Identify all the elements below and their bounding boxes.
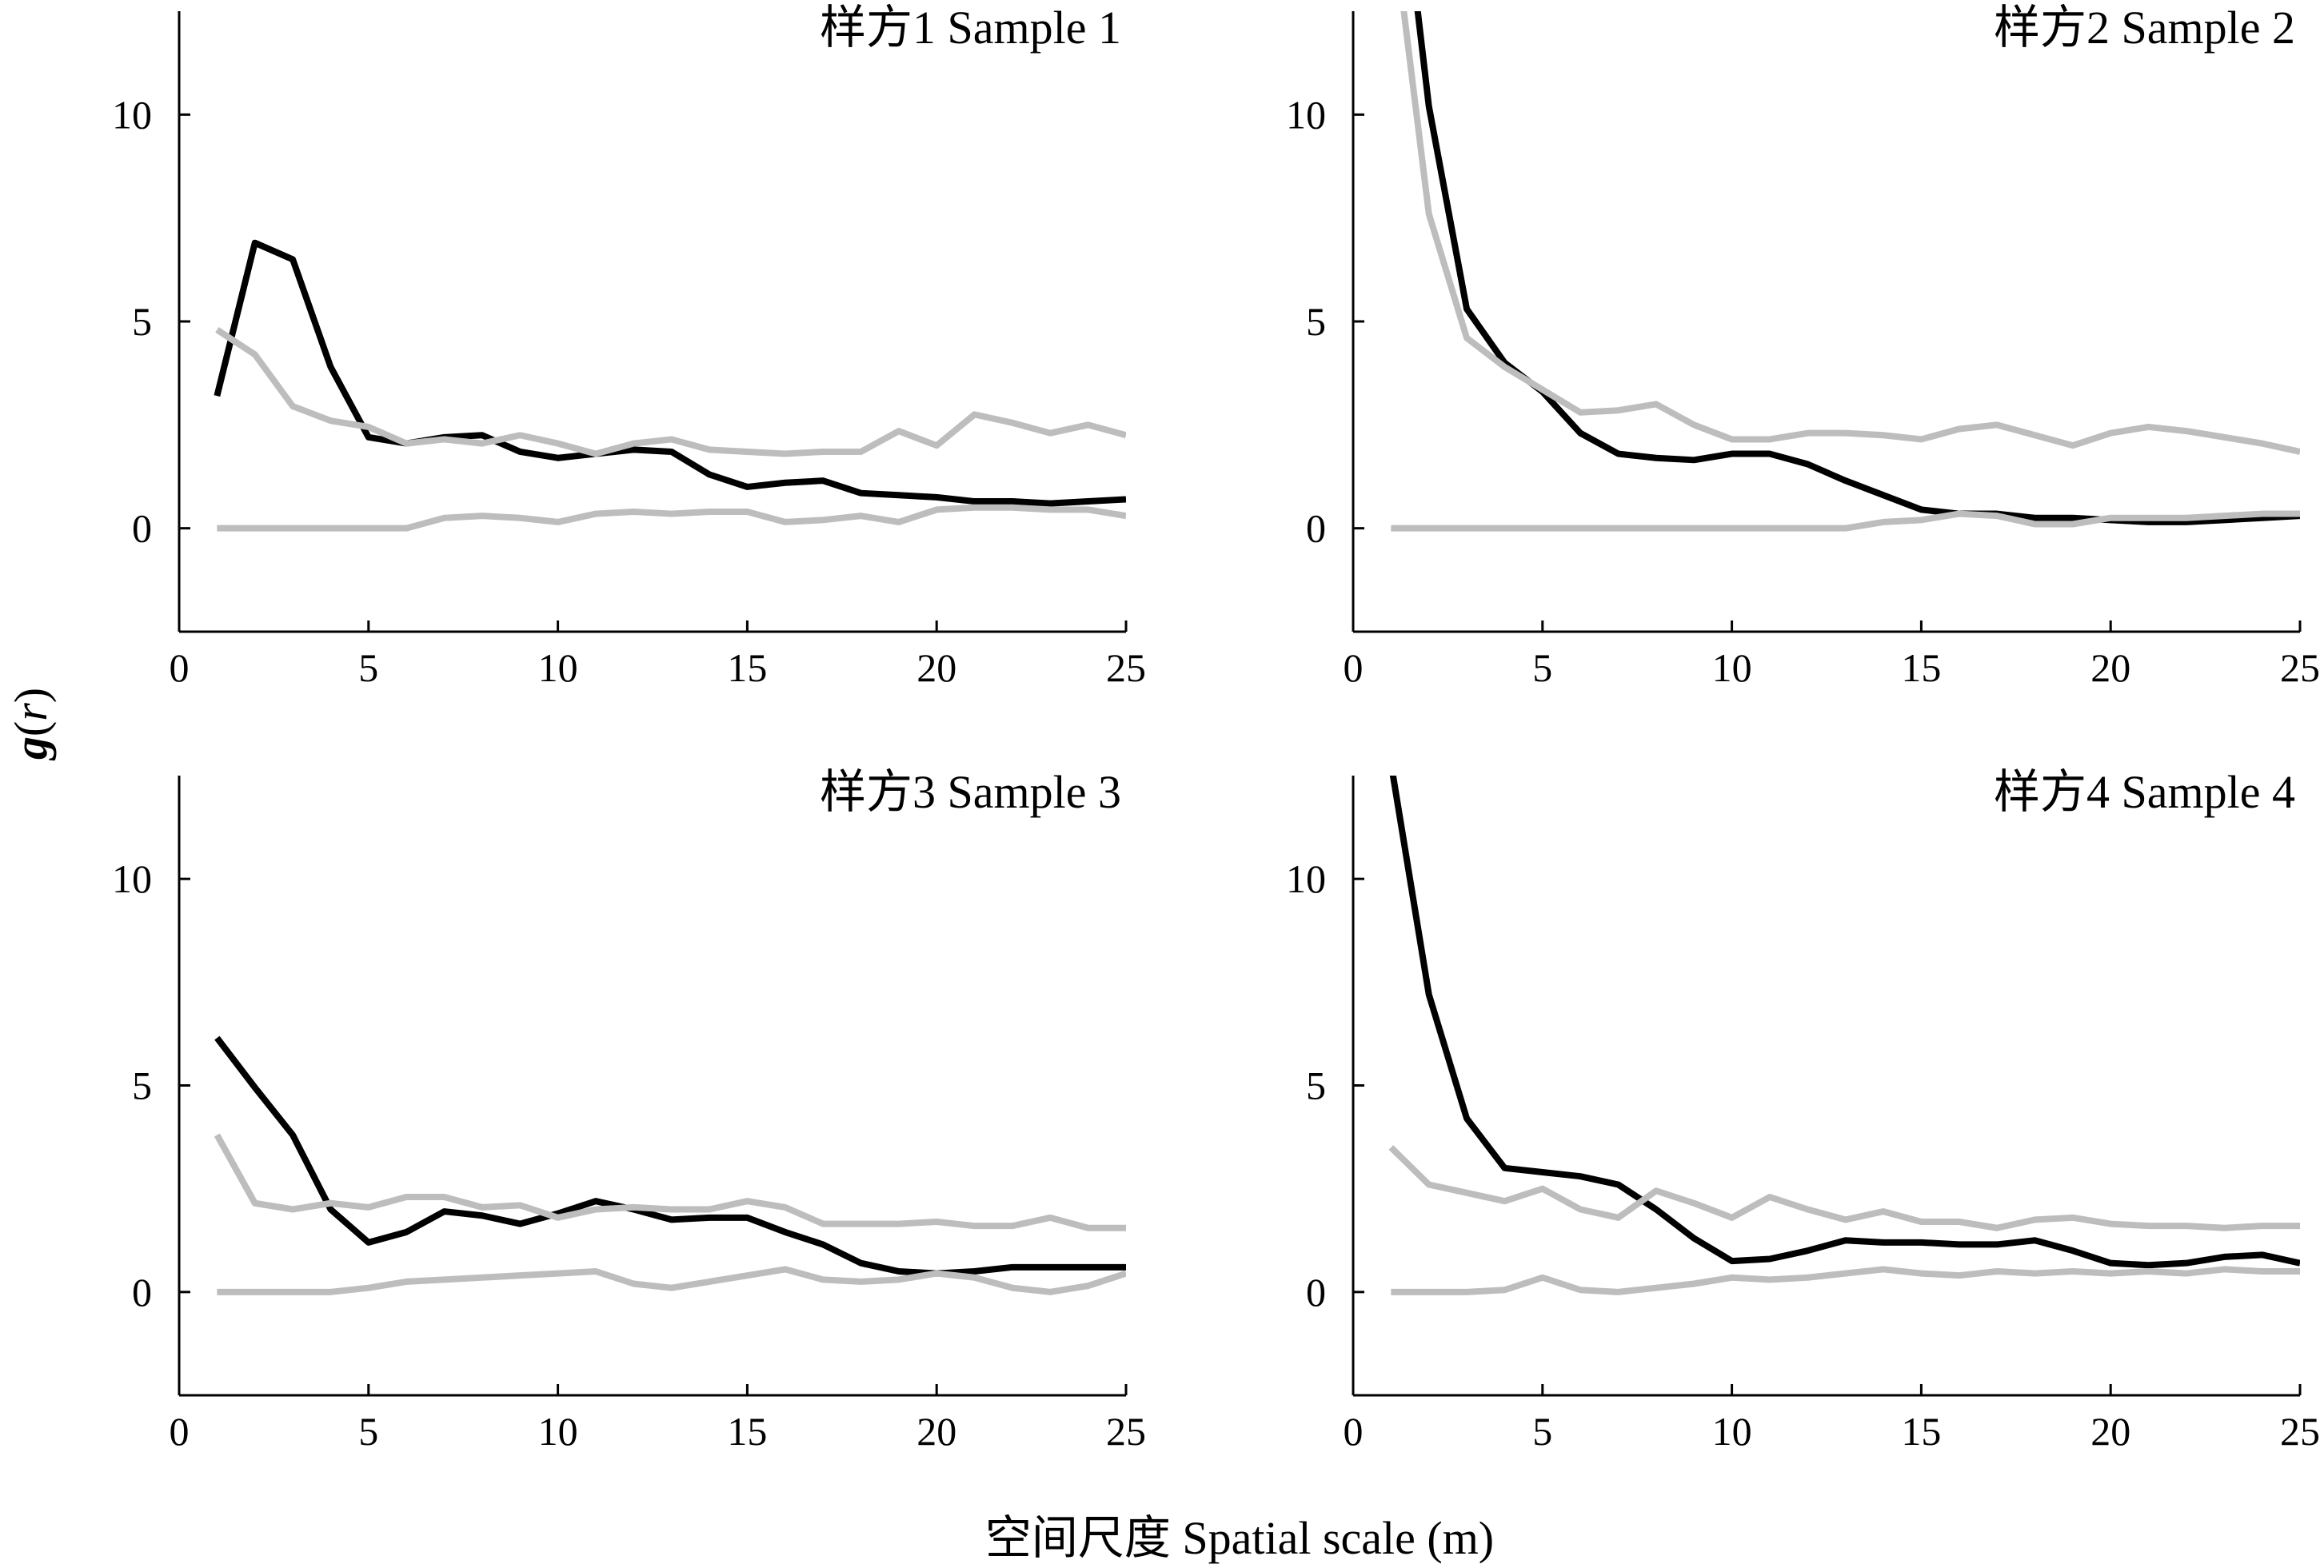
x-tick-label: 10 [1712,1409,1752,1454]
x-tick-label: 0 [1344,645,1364,690]
series-line-2 [1388,1145,2300,1231]
x-tick-label: 0 [170,1409,190,1454]
series-group [214,239,1126,532]
x-tick-label: 20 [2090,1409,2130,1454]
panel-title: 样方4 Sample 4 [1994,766,2295,818]
y-axis-label: g(r) [5,688,57,761]
series-line-2 [215,327,1126,457]
y-axis-label-open: ( [5,721,57,736]
x-tick-label: 15 [1901,645,1941,690]
y-tick-label: 10 [112,92,152,137]
series-line-3 [1391,1266,2300,1295]
series-line-1 [214,239,1126,507]
y-tick-label: 0 [132,506,152,551]
series-line-1 [214,1035,1126,1277]
x-tick-label: 15 [727,645,767,690]
series-line-2 [214,1133,1126,1231]
series-group [1388,776,2300,1295]
x-tick-label: 25 [2280,645,2320,690]
y-tick-label: 0 [1306,1270,1326,1315]
y-tick-label: 5 [1306,1063,1326,1108]
panel-title: 样方1 Sample 1 [820,2,1121,54]
panel-title: 样方3 Sample 3 [820,766,1121,818]
series-group [1391,11,2300,532]
chart-panel-4: 0 5 10 15 20 25 0 5 10 样方4 Sample 4 [1286,766,2320,1454]
series-line-1 [1414,11,2300,525]
x-tick-label: 15 [727,1409,767,1454]
x-tick-label: 10 [538,645,578,690]
series-line-3 [217,1266,1126,1295]
y-tick-label: 0 [1306,506,1326,551]
x-tick-label: 0 [170,645,190,690]
y-axis-label-close: ) [5,688,57,703]
y-tick-label: 10 [112,856,152,901]
x-axis-label: 空间尺度 Spatial scale (m) [985,1512,1494,1564]
x-tick-label: 25 [1106,1409,1146,1454]
x-tick-label: 5 [1532,1409,1552,1454]
x-tick-label: 20 [916,1409,956,1454]
panel-title: 样方2 Sample 2 [1994,2,2295,54]
x-tick-label: 0 [1344,1409,1364,1454]
x-tick-label: 5 [358,1409,378,1454]
y-axis-label-g: g [5,736,57,761]
chart-panels: 0 5 10 15 20 25 0 5 10 样方1 Sample 1 0 5 10 15 20 25 0 5 10… [112,2,2320,1454]
x-tick-label: 15 [1901,1409,1941,1454]
y-tick-label: 5 [132,1063,152,1108]
x-tick-label: 20 [2090,645,2130,690]
chart-panel-1: 0 5 10 15 20 25 0 5 10 样方1 Sample 1 [112,2,1146,690]
x-tick-label: 25 [2280,1409,2320,1454]
x-tick-label: 5 [1532,645,1552,690]
y-axis-label-r: r [5,703,57,721]
series-line-3 [1391,510,2300,532]
y-tick-label: 5 [1306,299,1326,344]
chart-panel-2: 0 5 10 15 20 25 0 5 10 样方2 Sample 2 [1286,2,2320,690]
chart-panel-3: 0 5 10 15 20 25 0 5 10 样方3 Sample 3 [112,766,1146,1454]
series-line-1 [1389,776,2300,1269]
series-group [214,1035,1126,1295]
x-tick-label: 10 [538,1409,578,1454]
y-tick-label: 10 [1286,856,1326,901]
y-tick-label: 0 [132,1270,152,1315]
x-tick-label: 5 [358,645,378,690]
x-tick-label: 20 [916,645,956,690]
x-tick-label: 10 [1712,645,1752,690]
series-line-3 [217,504,1126,532]
x-tick-label: 25 [1106,645,1146,690]
y-tick-label: 5 [132,299,152,344]
series-line-2 [1400,11,2300,455]
y-tick-label: 10 [1286,92,1326,137]
